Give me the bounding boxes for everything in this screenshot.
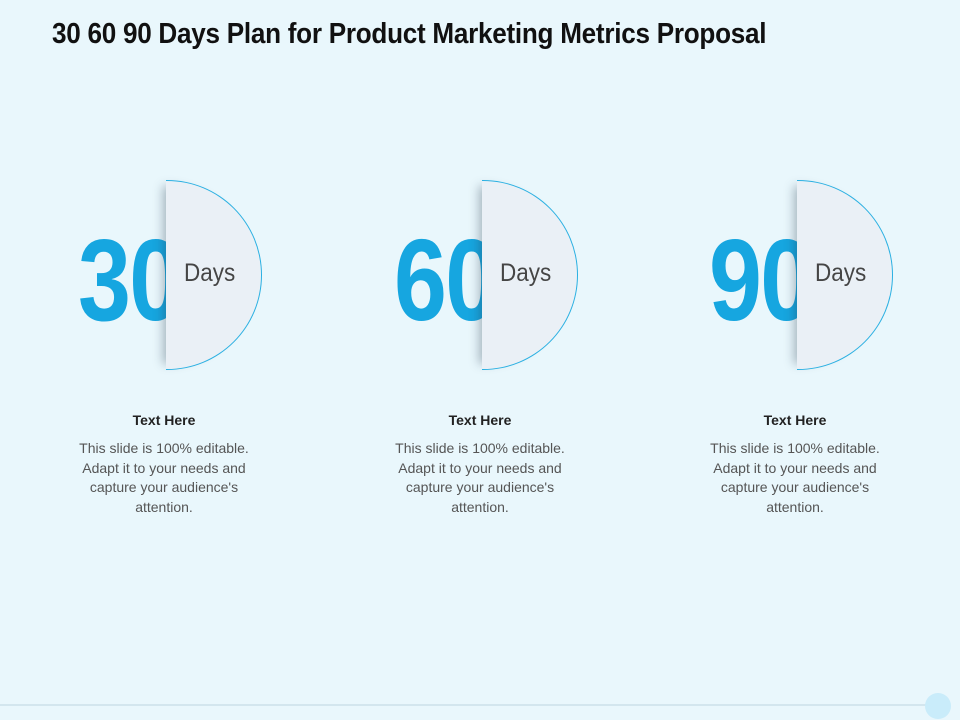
days-label: Days	[500, 259, 552, 287]
days-label: Days	[184, 259, 236, 287]
item-description: This slide is 100% editable. Adapt it to…	[79, 440, 249, 515]
plan-item-60-days: 60 Days Text Here This slide is 100% edi…	[360, 180, 600, 540]
slide-title: 30 60 90 Days Plan for Product Marketing…	[52, 18, 767, 50]
footer-dot	[925, 693, 951, 719]
footer-divider	[0, 704, 930, 706]
plan-item-90-days: 90 Days Text Here This slide is 100% edi…	[675, 180, 915, 540]
item-heading: Text Here	[763, 412, 827, 428]
half-circle-shape: Days	[797, 180, 893, 370]
half-circle-shape: Days	[166, 180, 262, 370]
days-label: Days	[815, 259, 867, 287]
plan-number: 60	[394, 215, 498, 345]
plan-number: 30	[78, 215, 182, 345]
half-circle-shape: Days	[482, 180, 578, 370]
item-description: This slide is 100% editable. Adapt it to…	[710, 440, 880, 515]
plan-number: 90	[709, 215, 813, 345]
item-heading: Text Here	[448, 412, 512, 428]
item-description: This slide is 100% editable. Adapt it to…	[395, 440, 565, 515]
plan-item-30-days: 30 Days Text Here This slide is 100% edi…	[44, 180, 284, 540]
item-heading: Text Here	[132, 412, 196, 428]
